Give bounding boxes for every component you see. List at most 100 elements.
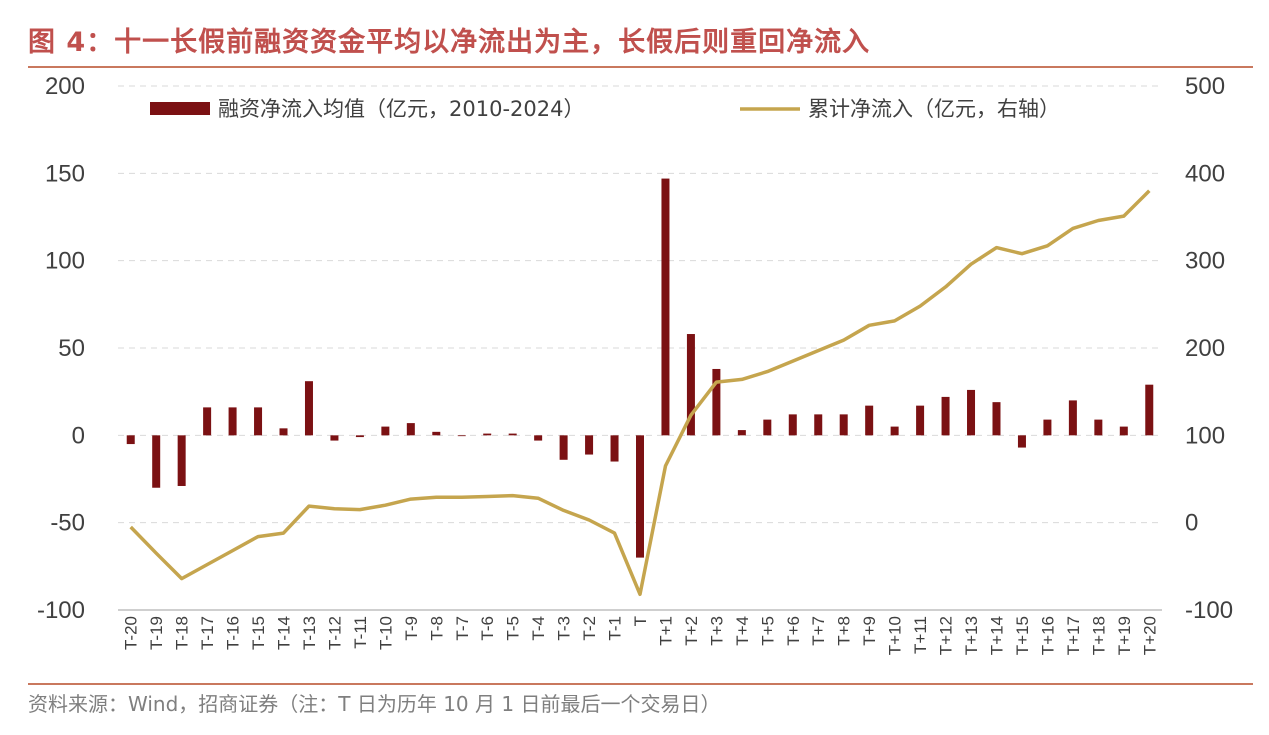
bar xyxy=(661,178,670,436)
bar xyxy=(712,368,721,436)
x-tick-label: T-11 xyxy=(351,616,370,649)
x-tick-label: T-5 xyxy=(504,616,523,641)
bar xyxy=(483,433,492,436)
x-tick-label: T+5 xyxy=(758,616,777,646)
x-tick-label: T-17 xyxy=(198,616,217,650)
x-tick-label: T+11 xyxy=(911,616,930,654)
bar xyxy=(381,426,390,436)
x-tick-label: T-20 xyxy=(122,616,141,650)
left-tick-label: 150 xyxy=(45,160,85,187)
x-tick-label: T-4 xyxy=(529,616,548,641)
x-tick-label: T+17 xyxy=(1064,616,1083,655)
bar xyxy=(152,435,161,488)
x-tick-label: T-13 xyxy=(300,616,319,650)
x-tick-label: T+8 xyxy=(835,616,854,646)
bar xyxy=(1119,426,1128,436)
right-tick-label: 0 xyxy=(1185,510,1198,537)
x-tick-label: T xyxy=(631,616,650,626)
bar xyxy=(254,407,263,436)
x-tick-label: T-2 xyxy=(580,616,599,641)
right-tick-label: -100 xyxy=(1185,597,1233,624)
x-tick-label: T-10 xyxy=(376,616,395,650)
bar xyxy=(432,431,441,436)
bar xyxy=(1068,400,1077,436)
bar xyxy=(585,435,594,455)
bar xyxy=(203,407,212,436)
bar xyxy=(177,435,186,486)
bar xyxy=(534,435,543,441)
bar xyxy=(636,435,644,558)
x-tick-label: T+10 xyxy=(886,616,905,655)
bar xyxy=(559,435,568,460)
legend-swatch-bar xyxy=(150,102,210,115)
x-tick-label: T-7 xyxy=(453,616,472,641)
bar xyxy=(890,426,899,436)
x-tick-label: T-14 xyxy=(275,616,294,650)
cumulative-line xyxy=(129,189,1151,597)
x-tick-label: T-6 xyxy=(478,616,497,641)
x-tick-label: T+2 xyxy=(682,616,701,646)
title-divider xyxy=(28,66,1253,68)
bar xyxy=(126,435,135,445)
left-axis-ticks: -100 -50 0 50 100 150 200 xyxy=(37,73,85,624)
bar xyxy=(865,405,874,436)
left-tick-label: -100 xyxy=(37,597,85,624)
footer-divider xyxy=(28,683,1253,685)
bar xyxy=(1017,435,1026,448)
x-tick-label: T+20 xyxy=(1140,616,1159,655)
x-tick-label: T-18 xyxy=(173,616,192,650)
chart-title: 图 4：十一长假前融资资金平均以净流出为主，长假后则重回净流入 xyxy=(28,27,871,58)
x-tick-label: T+3 xyxy=(707,616,726,646)
bar xyxy=(992,402,1001,436)
x-tick-label: T+16 xyxy=(1038,616,1057,655)
x-tick-label: T+18 xyxy=(1089,616,1108,655)
right-axis-ticks: -100 0 100 200 300 400 500 xyxy=(1185,73,1233,624)
x-tick-label: T+4 xyxy=(733,616,752,646)
bar xyxy=(686,334,695,436)
bar xyxy=(406,423,415,436)
x-tick-label: T-19 xyxy=(147,616,166,650)
right-tick-label: 500 xyxy=(1185,73,1225,100)
x-tick-label: T+9 xyxy=(860,616,879,646)
bar xyxy=(967,389,976,436)
left-tick-label: 0 xyxy=(72,422,85,449)
x-tick-label: T+12 xyxy=(937,616,956,655)
x-tick-label: T-12 xyxy=(325,616,344,650)
x-tick-label: T+15 xyxy=(1013,616,1032,655)
x-tick-label: T-1 xyxy=(606,616,625,641)
bar xyxy=(355,435,364,438)
bar xyxy=(839,414,848,436)
bar xyxy=(279,428,288,436)
left-tick-label: 50 xyxy=(58,335,85,362)
x-tick-label: T+13 xyxy=(962,616,981,655)
bar xyxy=(737,430,746,436)
x-tick-label: T+7 xyxy=(809,616,828,646)
bar xyxy=(330,435,339,441)
left-tick-label: -50 xyxy=(50,510,85,537)
bar xyxy=(1043,419,1052,436)
x-tick-label: T+6 xyxy=(784,616,803,646)
right-tick-label: 300 xyxy=(1185,248,1225,275)
legend-label-bar: 融资净流入均值（亿元，2010-2024） xyxy=(218,97,584,121)
legend-label-line: 累计净流入（亿元，右轴） xyxy=(808,97,1060,121)
bar xyxy=(1094,419,1103,436)
bar xyxy=(916,405,925,436)
x-tick-label: T-3 xyxy=(555,616,574,641)
x-tick-label: T-9 xyxy=(402,616,421,641)
bar xyxy=(814,414,823,436)
bar xyxy=(941,396,950,436)
bar xyxy=(508,433,517,436)
bar-series xyxy=(126,178,1154,558)
right-tick-label: 200 xyxy=(1185,335,1225,362)
legend: 融资净流入均值（亿元，2010-2024） 累计净流入（亿元，右轴） xyxy=(150,97,1060,121)
x-tick-label: T-15 xyxy=(249,616,268,650)
bar xyxy=(610,435,619,462)
bar xyxy=(1145,384,1154,436)
bar xyxy=(457,435,466,437)
x-axis-ticks: T-20 T-19 T-18 T-17 T-16 T-15 T-14 T-13 T-12 T-11… xyxy=(122,616,1160,655)
x-tick-label: T-16 xyxy=(224,616,243,650)
right-tick-label: 100 xyxy=(1185,422,1225,449)
left-tick-label: 200 xyxy=(45,73,85,100)
x-tick-label: T-8 xyxy=(427,616,446,641)
